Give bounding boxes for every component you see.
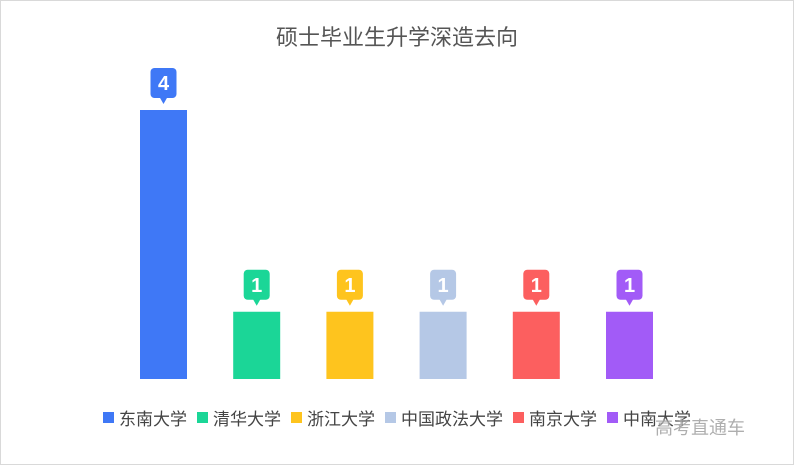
legend-item-5[interactable]: 南京大学	[513, 405, 597, 430]
legend-item-2[interactable]: 清华大学	[197, 405, 281, 430]
svg-text:1: 1	[251, 275, 262, 297]
legend-label: 清华大学	[213, 410, 281, 430]
legend-swatch	[385, 412, 396, 423]
bar-6	[606, 311, 653, 379]
legend-label: 南京大学	[529, 410, 597, 430]
legend-item-1[interactable]: 东南大学	[103, 405, 187, 430]
legend-item-6[interactable]: 中南大学	[607, 405, 691, 430]
data-label-5: 1	[523, 269, 550, 306]
data-label-4: 1	[430, 269, 457, 306]
legend-swatch	[103, 412, 114, 423]
svg-text:4: 4	[158, 73, 170, 95]
watermark: 高考直通车	[655, 418, 745, 439]
bar-3	[326, 311, 374, 379]
legend-swatch	[607, 412, 618, 423]
svg-text:1: 1	[344, 275, 355, 297]
data-label-1: 4	[150, 68, 177, 104]
data-label-2: 1	[243, 269, 270, 306]
legend-label: 东南大学	[119, 410, 187, 430]
legend: 东南大学 清华大学 浙江大学 中国政法大学 南京大学 中南大学	[0, 405, 794, 430]
legend-swatch	[197, 412, 208, 423]
legend-label: 中国政法大学	[401, 410, 503, 430]
legend-swatch	[291, 412, 302, 423]
svg-text:1: 1	[438, 275, 449, 297]
svg-text:1: 1	[531, 275, 542, 297]
data-label-3: 1	[336, 269, 363, 306]
legend-label: 浙江大学	[307, 410, 375, 430]
legend-item-4[interactable]: 中国政法大学	[385, 405, 503, 430]
bar-2	[233, 311, 281, 379]
legend-item-3[interactable]: 浙江大学	[291, 405, 375, 430]
bar-4	[419, 311, 467, 379]
data-label-6: 1	[616, 269, 643, 306]
legend-swatch	[513, 412, 524, 423]
svg-text:1: 1	[624, 275, 635, 297]
bar-1	[140, 110, 187, 379]
chart-title: 硕士毕业生升学深造去向	[275, 26, 518, 51]
legend-label: 中南大学	[623, 410, 691, 430]
bar-5	[512, 311, 560, 379]
